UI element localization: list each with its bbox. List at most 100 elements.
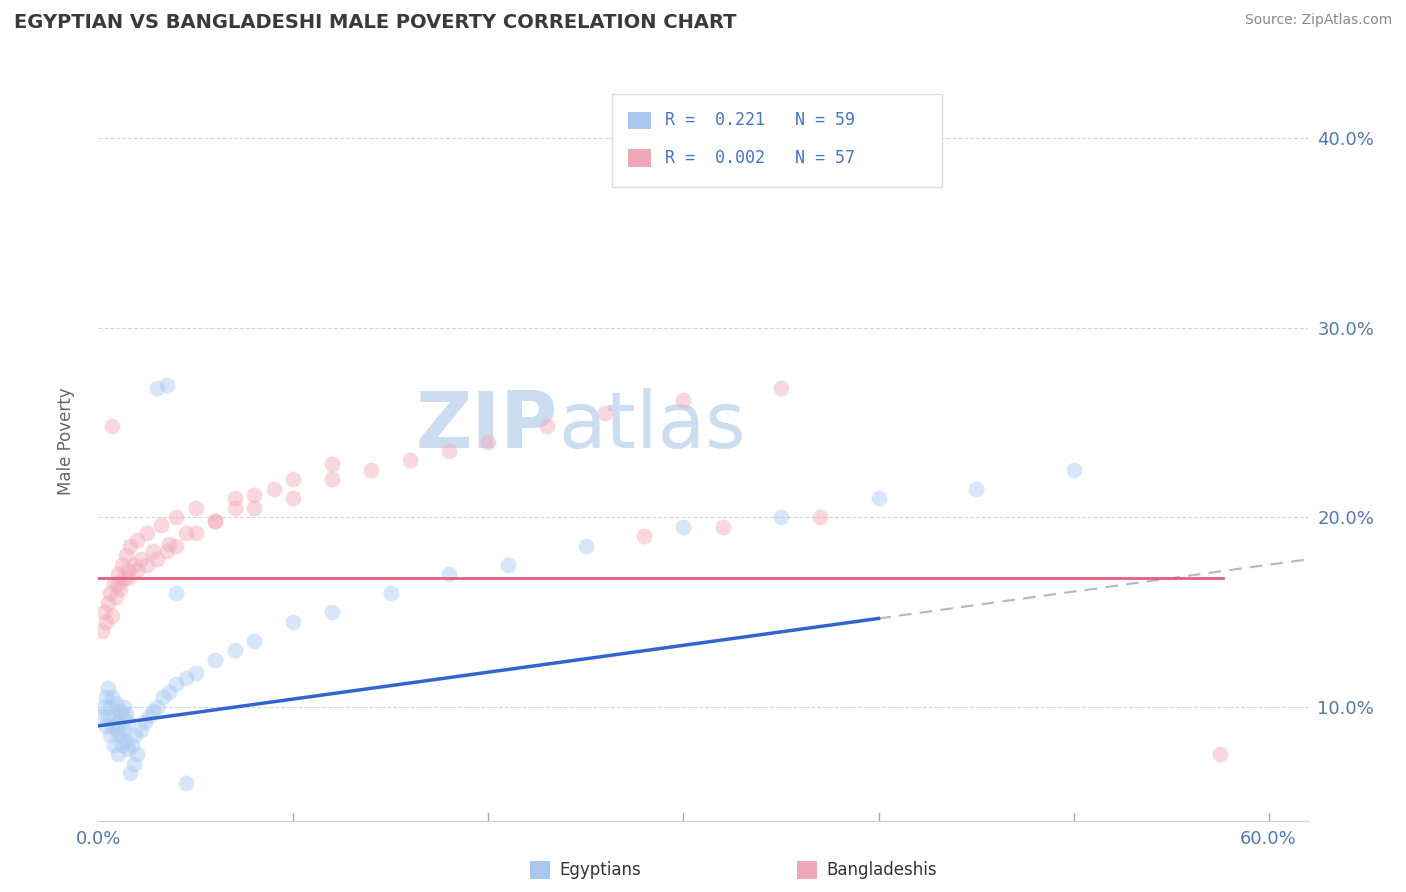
Point xyxy=(868,491,890,506)
Text: R =  0.002   N = 57: R = 0.002 N = 57 xyxy=(665,149,855,167)
Point xyxy=(118,539,141,553)
Point xyxy=(114,548,136,563)
Point xyxy=(965,482,987,496)
Point xyxy=(672,520,695,534)
Point xyxy=(477,434,499,449)
Text: Bangladeshis: Bangladeshis xyxy=(827,861,938,879)
Point xyxy=(101,719,124,733)
Point xyxy=(633,529,655,543)
Point xyxy=(97,596,120,610)
Point xyxy=(107,715,129,730)
Point xyxy=(91,709,114,723)
Point xyxy=(103,709,125,723)
Point xyxy=(165,677,187,691)
Point xyxy=(122,558,145,572)
Point xyxy=(103,738,125,752)
Point xyxy=(439,567,461,582)
Point xyxy=(156,544,179,558)
Point xyxy=(98,586,121,600)
Point xyxy=(243,487,266,501)
Point xyxy=(108,728,131,742)
Point xyxy=(321,605,343,619)
Point xyxy=(174,672,197,686)
Point xyxy=(142,704,165,718)
Point xyxy=(243,633,266,648)
Point xyxy=(360,463,382,477)
Point xyxy=(321,473,343,487)
Text: ZIP: ZIP xyxy=(416,388,558,465)
Point xyxy=(127,747,149,762)
Point xyxy=(224,643,246,657)
Point xyxy=(111,558,134,572)
Point xyxy=(165,539,187,553)
Point xyxy=(107,576,129,591)
Point xyxy=(146,699,169,714)
Point xyxy=(204,514,226,528)
Text: Egyptians: Egyptians xyxy=(560,861,641,879)
Point xyxy=(107,747,129,762)
Point xyxy=(496,558,519,572)
Point xyxy=(111,738,134,752)
Point xyxy=(104,590,127,604)
Point xyxy=(138,709,160,723)
Point xyxy=(157,685,180,699)
Point xyxy=(283,615,305,629)
Point xyxy=(224,491,246,506)
Point xyxy=(107,567,129,582)
Point xyxy=(152,690,174,705)
Point xyxy=(91,624,114,639)
Point xyxy=(149,517,172,532)
Point xyxy=(1063,463,1085,477)
Point xyxy=(112,723,135,737)
Point xyxy=(131,552,153,566)
Point xyxy=(101,690,124,705)
Text: atlas: atlas xyxy=(558,388,745,465)
Point xyxy=(114,734,136,748)
Point xyxy=(808,510,831,524)
Point xyxy=(98,699,121,714)
Point xyxy=(283,473,305,487)
Point xyxy=(127,533,149,548)
Point xyxy=(108,704,131,718)
Text: EGYPTIAN VS BANGLADESHI MALE POVERTY CORRELATION CHART: EGYPTIAN VS BANGLADESHI MALE POVERTY COR… xyxy=(14,13,737,32)
Point xyxy=(399,453,422,467)
Point xyxy=(117,715,139,730)
Point xyxy=(575,539,598,553)
Point xyxy=(263,482,285,496)
Point xyxy=(111,709,134,723)
Point xyxy=(97,681,120,695)
Point xyxy=(165,510,187,524)
Point xyxy=(114,707,136,722)
Point xyxy=(134,715,156,730)
Point xyxy=(165,586,187,600)
Point xyxy=(122,756,145,771)
Text: R =  0.221   N = 59: R = 0.221 N = 59 xyxy=(665,112,855,129)
Point xyxy=(711,520,734,534)
Point xyxy=(112,571,135,585)
Point xyxy=(97,709,120,723)
Point xyxy=(117,741,139,756)
Point xyxy=(769,510,792,524)
Point xyxy=(439,444,461,458)
Point xyxy=(146,552,169,566)
Point xyxy=(117,571,139,585)
Point xyxy=(204,514,226,528)
Point xyxy=(1209,747,1232,762)
Point xyxy=(224,500,246,515)
Point xyxy=(127,564,149,578)
Point xyxy=(184,500,207,515)
Point xyxy=(156,377,179,392)
Point xyxy=(96,690,118,705)
Point xyxy=(118,766,141,780)
Point xyxy=(146,382,169,396)
Point xyxy=(283,491,305,506)
Point xyxy=(157,537,180,551)
Point xyxy=(174,776,197,790)
Point xyxy=(112,699,135,714)
Point xyxy=(104,723,127,737)
Point xyxy=(184,525,207,540)
Point xyxy=(184,665,207,680)
Point xyxy=(243,500,266,515)
Point xyxy=(595,406,617,420)
Point xyxy=(93,605,115,619)
